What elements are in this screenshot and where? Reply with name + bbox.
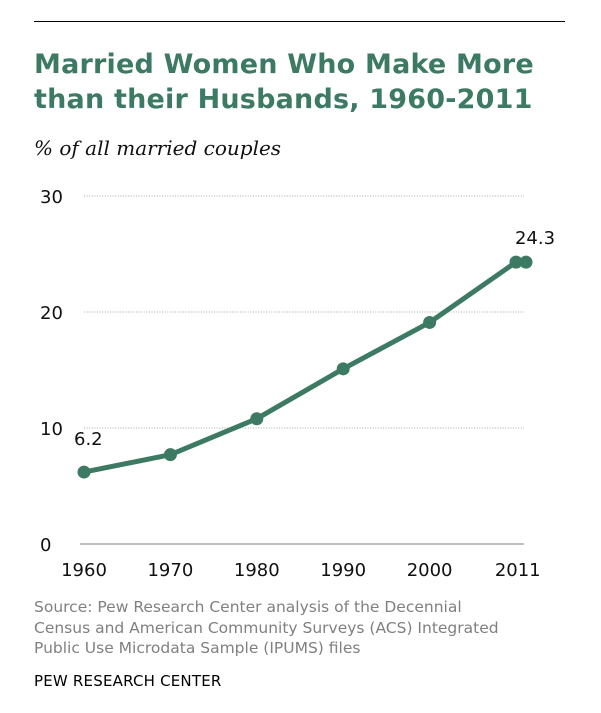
top-rule [34, 21, 565, 22]
source-note: Source: Pew Research Center analysis of … [34, 597, 574, 659]
data-point-1990 [336, 362, 350, 376]
data-point-1960 [77, 465, 91, 479]
x-tick-label-1970: 1970 [147, 560, 193, 581]
x-tick-label-2000: 2000 [407, 560, 453, 581]
chart-title: Married Women Who Make More than their H… [34, 47, 574, 117]
chart-subtitle: % of all married couples [34, 136, 282, 160]
data-point-2000 [423, 315, 437, 329]
y-tick-label-20: 20 [40, 303, 63, 324]
data-point-2011 [519, 255, 533, 269]
source-line-1: Source: Pew Research Center analysis of … [34, 598, 462, 616]
y-tick-label-10: 10 [40, 419, 63, 440]
organization-name: PEW RESEARCH CENTER [34, 672, 222, 690]
data-point-1970 [163, 448, 177, 462]
y-tick-label-0: 0 [40, 535, 51, 556]
x-tick-label-2011: 2011 [495, 560, 541, 581]
data-point-2010 [509, 255, 523, 269]
data-point-1980 [250, 412, 264, 426]
chart-title-line-1: Married Women Who Make More [34, 49, 534, 80]
chart-title-line-2: than their Husbands, 1960-2011 [34, 84, 533, 115]
x-tick-label-1990: 1990 [320, 560, 366, 581]
series-line [81, 259, 529, 475]
x-tick-label-1980: 1980 [234, 560, 280, 581]
y-tick-label-30: 30 [40, 187, 63, 208]
data-label-2011: 24.3 [515, 228, 555, 249]
source-line-3: Public Use Microdata Sample (IPUMS) file… [34, 639, 361, 657]
data-label-1960: 6.2 [74, 429, 103, 450]
source-line-2: Census and American Community Surveys (A… [34, 618, 499, 637]
x-tick-label-1960: 1960 [61, 560, 107, 581]
line-chart: 0 10 20 30 1960 1970 1980 1990 2000 2011 6.2 24.3 [40, 187, 555, 581]
